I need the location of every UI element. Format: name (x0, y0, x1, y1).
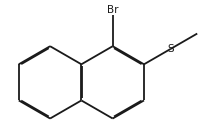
Text: S: S (167, 44, 174, 54)
Text: Br: Br (107, 5, 118, 15)
